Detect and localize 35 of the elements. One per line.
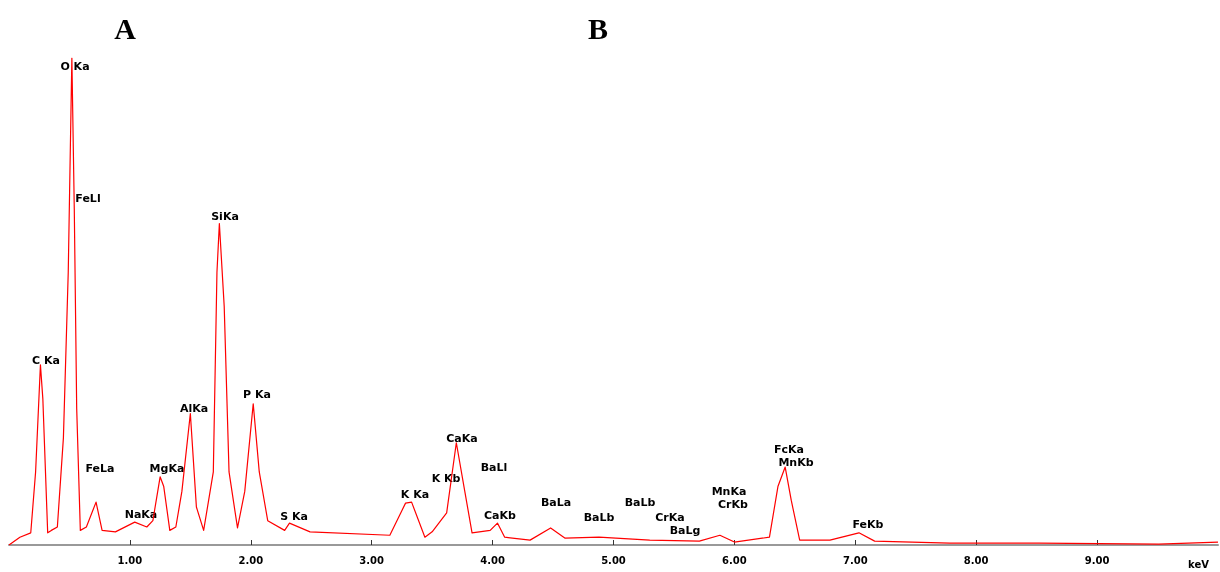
x-tick-label: 8.00 [963, 554, 989, 566]
x-tick-label: 5.00 [601, 554, 626, 566]
annotation: CrKb [718, 497, 749, 511]
annotation: AlKa [179, 401, 209, 415]
x-tick-label: 9.00 [1084, 554, 1110, 566]
annotation: C Ka [32, 353, 60, 367]
text: A [114, 11, 137, 45]
annotation: BaLl [480, 460, 508, 474]
annotation: BaLg [669, 523, 701, 537]
x-tick-label: 7.00 [842, 554, 868, 566]
annotation: CaKa [446, 431, 478, 445]
annotation: MnKb [778, 455, 814, 469]
x-tick-label: 3.00 [359, 554, 385, 566]
annotation: CaKb [484, 508, 517, 522]
annotation: BaLb [624, 495, 656, 509]
x-tick-label: 1.00 [117, 554, 143, 566]
annotation: BaLa [540, 495, 572, 509]
annotation: FeLa [85, 461, 115, 475]
x-tick-label: 6.00 [722, 554, 747, 566]
x-axis-title: keV [1188, 558, 1210, 570]
annotation: FeKb [852, 517, 884, 531]
text: B [587, 11, 609, 45]
annotation: S Ka [280, 509, 308, 523]
annotation: O Ka [60, 59, 90, 73]
annotation: MnKa [711, 484, 747, 498]
annotation: K Ka [400, 487, 430, 501]
annotation: P Ka [243, 387, 271, 401]
annotation: BaLb [583, 510, 615, 524]
annotation: MgKa [149, 461, 185, 475]
annotation: SiKa [211, 209, 239, 223]
annotation: FcKa [774, 442, 804, 456]
x-tick-label: 4.00 [480, 554, 505, 566]
annotation: CrKa [655, 510, 685, 524]
annotation: FeLl [75, 191, 101, 205]
x-tick-label: 2.00 [238, 554, 264, 566]
